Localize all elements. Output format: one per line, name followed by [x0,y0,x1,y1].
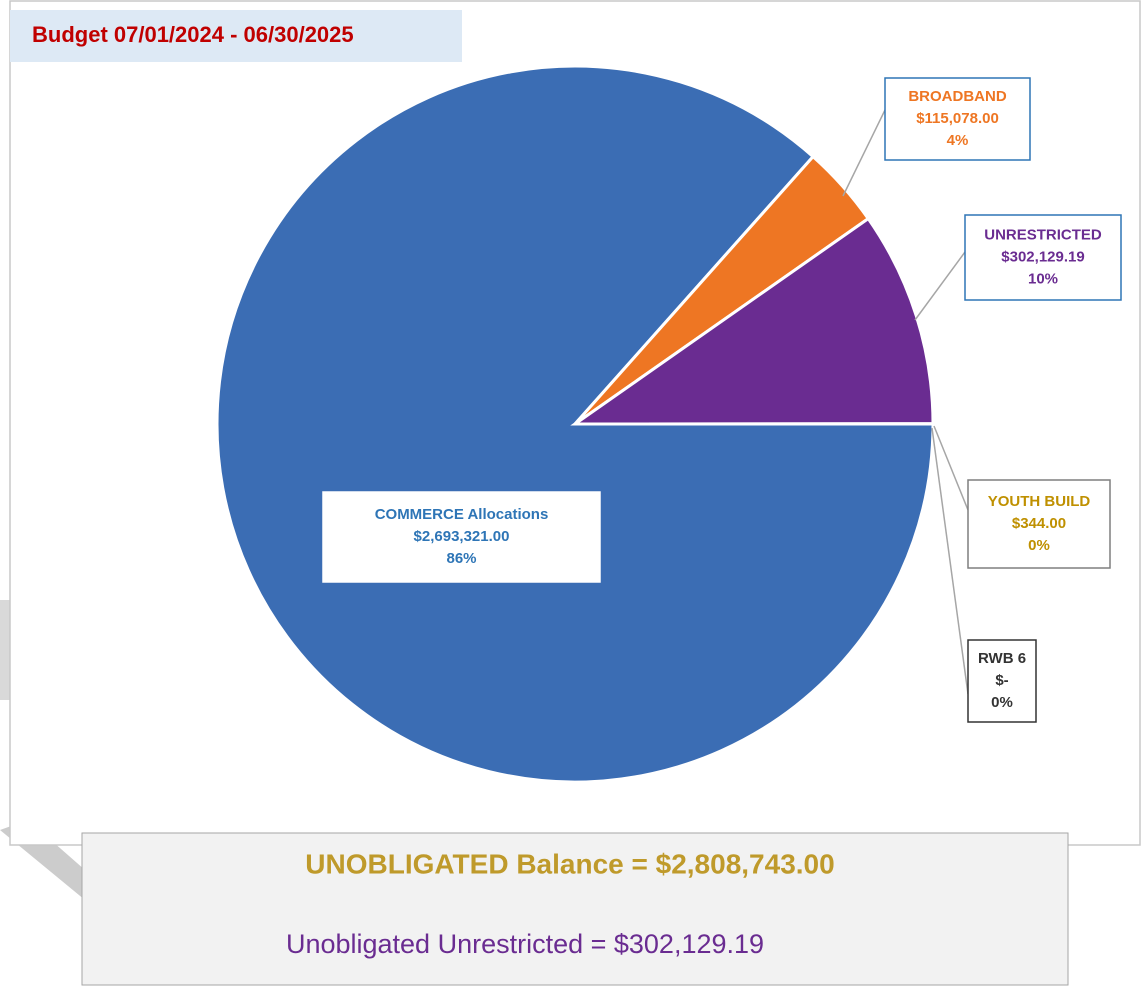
data-label: BROADBAND [908,88,1006,105]
footer-box [81,832,1069,986]
data-label: 0% [1028,537,1050,554]
leader-line [842,109,886,197]
data-label: 4% [947,132,969,149]
data-label: $- [995,672,1008,689]
data-label: 86% [446,550,476,567]
data-label: 0% [991,694,1013,711]
label-box [884,77,1031,161]
footer-unrestricted: Unobligated Unrestricted = $302,129.19 [286,929,764,959]
label-box [964,214,1122,301]
data-label: RWB 6 [978,650,1026,667]
data-label: $344.00 [1012,515,1066,532]
data-label: $115,078.00 [916,110,999,127]
label-box [967,479,1111,569]
chart-title: Budget 07/01/2024 - 06/30/2025 [32,22,354,47]
data-label: $302,129.19 [1001,248,1084,265]
pie [215,64,935,784]
data-label: 10% [1028,270,1058,287]
leader-line [931,427,969,695]
label-box [967,639,1037,723]
data-label: UNRESTRICTED [984,226,1102,243]
leader-line [914,251,966,321]
pie-slice [570,216,935,426]
data-label: $2,693,321.00 [414,528,510,545]
leader-line [933,425,969,511]
footer-balance: UNOBLIGATED Balance = $2,808,743.00 [305,848,834,879]
data-label: YOUTH BUILD [988,493,1091,510]
label-box [322,491,601,583]
data-label: COMMERCE Allocations [375,506,549,523]
title-box [10,10,462,62]
